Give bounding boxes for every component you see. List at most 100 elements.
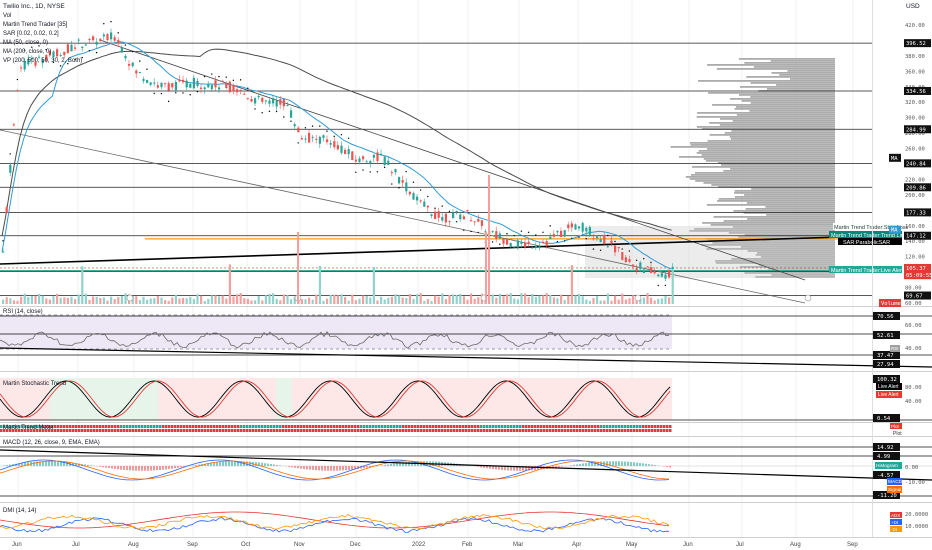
- time-label: Oct: [241, 542, 251, 548]
- volume-bar: [426, 299, 429, 304]
- macd-hist-bar: [618, 461, 620, 466]
- annotation-sar[interactable]: SAR:ParabolicSAR: [838, 238, 902, 246]
- candle-body: [20, 67, 23, 69]
- meter-cell: [594, 429, 597, 432]
- macd-hist-bar: [336, 466, 338, 471]
- indicator-vp: VP (200, 500, 50, 30, 2, Both): [3, 58, 82, 64]
- candle-body: [531, 247, 534, 249]
- macd-hist-bar: [258, 462, 260, 466]
- volume-bar: [174, 294, 177, 304]
- meter-cell: [27, 425, 30, 428]
- annotation-stop-loss[interactable]: Martin Trend Trader:Stop Loss: [833, 223, 909, 231]
- meter-cell: [645, 429, 648, 432]
- sar-dot: [657, 284, 659, 287]
- volume-bar: [491, 294, 494, 304]
- annotation-trend-line[interactable]: Martin Trend Trader:Trend Line: [829, 231, 907, 239]
- meter-cell: [297, 429, 300, 432]
- candle-body: [430, 214, 433, 216]
- trend-meter-pane[interactable]: Martin Trend Meter: [0, 425, 672, 432]
- volume-profile-bar: [789, 78, 835, 80]
- time-axis[interactable]: Jun Jul Aug Sep Oct Nov Dec 2022 Feb Mar Apr May Jun…: [12, 542, 858, 548]
- meter-cell: [402, 425, 405, 428]
- candle-body: [275, 100, 278, 107]
- candle-body: [387, 160, 390, 165]
- meter-cell: [465, 425, 468, 428]
- candle-body: [174, 81, 177, 91]
- price-label: 284.99: [906, 127, 926, 133]
- macd-hist-bar: [294, 466, 296, 468]
- volume-profile-bar: [744, 272, 835, 274]
- volume-bar: [578, 294, 581, 304]
- macd-hist-bar: [138, 466, 140, 471]
- meter-cell: [102, 425, 105, 428]
- svg-text:MACD: MACD: [888, 479, 903, 485]
- volume-bar: [621, 293, 624, 304]
- svg-text:Histogram: Histogram: [876, 463, 898, 469]
- volume-bar: [534, 297, 537, 304]
- macd-hist-bar: [198, 464, 200, 466]
- trend-meter-title: Martin Trend Meter: [3, 425, 54, 431]
- meter-cell: [159, 425, 162, 428]
- candle-body: [423, 201, 426, 207]
- macd-hist-bar: [507, 466, 509, 471]
- volume-profile-bar: [713, 216, 835, 218]
- meter-cell: [666, 425, 669, 428]
- volume-bar: [639, 297, 642, 304]
- volume-bar: [160, 297, 163, 304]
- meter-cell: [249, 429, 252, 432]
- meter-cell: [207, 425, 210, 428]
- volume-profile-bar: [715, 260, 835, 262]
- volume-bar: [264, 295, 267, 304]
- macd-hist-bar: [552, 466, 554, 469]
- meter-cell: [642, 425, 645, 428]
- meter-cell: [186, 425, 189, 428]
- volume-profile-bar: [734, 192, 835, 194]
- candle-body: [398, 177, 401, 184]
- meter-cell: [453, 425, 456, 428]
- trend-lines[interactable]: [0, 39, 873, 304]
- candle-body: [498, 233, 501, 239]
- candle-body: [527, 241, 530, 244]
- meter-cell: [489, 425, 492, 428]
- stochastic-pane[interactable]: Martin Stochastic Trend: [0, 378, 932, 421]
- dmi-pane[interactable]: DMI (14, 14): [0, 508, 670, 533]
- sar-dot: [275, 110, 278, 113]
- time-label: Jun: [683, 542, 693, 548]
- meter-cell: [9, 429, 12, 432]
- meter-cell: [636, 425, 639, 428]
- macd-hist-bar: [153, 466, 155, 471]
- candle-body: [556, 230, 559, 233]
- rsi-pane[interactable]: RSI (14, close): [0, 309, 932, 368]
- macd-hist-bar: [558, 466, 560, 468]
- svg-text:Signal: Signal: [888, 487, 901, 493]
- macd-hist-bar: [84, 464, 86, 466]
- meter-cell: [435, 429, 438, 432]
- volume-bar: [254, 300, 257, 304]
- volume-profile-bar: [744, 234, 835, 236]
- sar-dot: [88, 49, 91, 52]
- svg-text:52.61: 52.61: [877, 333, 894, 339]
- meter-cell: [351, 425, 354, 428]
- meter-cell: [369, 429, 372, 432]
- macd-hist-bar: [105, 466, 107, 468]
- macd-hist-bar: [54, 461, 56, 466]
- candle-body: [261, 97, 264, 102]
- sar-dot: [38, 45, 40, 47]
- macd-pane[interactable]: MACD (12, 26, close, 9, EMA, EMA): [0, 440, 932, 497]
- candle-body: [250, 99, 253, 102]
- meter-cell: [234, 425, 237, 428]
- meter-cell: [243, 429, 246, 432]
- annotation-live-alert[interactable]: Martin Trend Trader:Live Alert: [829, 266, 904, 274]
- volume-profile-bar: [701, 244, 835, 246]
- time-label: 2022: [412, 542, 426, 548]
- volume-bar: [74, 299, 77, 304]
- candle-body: [16, 90, 19, 92]
- volume-profile-bar: [696, 116, 835, 118]
- meter-cell: [129, 429, 132, 432]
- meter-cell: [126, 429, 129, 432]
- meter-cell: [111, 425, 114, 428]
- volume-bar: [614, 295, 617, 304]
- candle-body: [376, 152, 379, 161]
- sar-dot: [563, 240, 566, 242]
